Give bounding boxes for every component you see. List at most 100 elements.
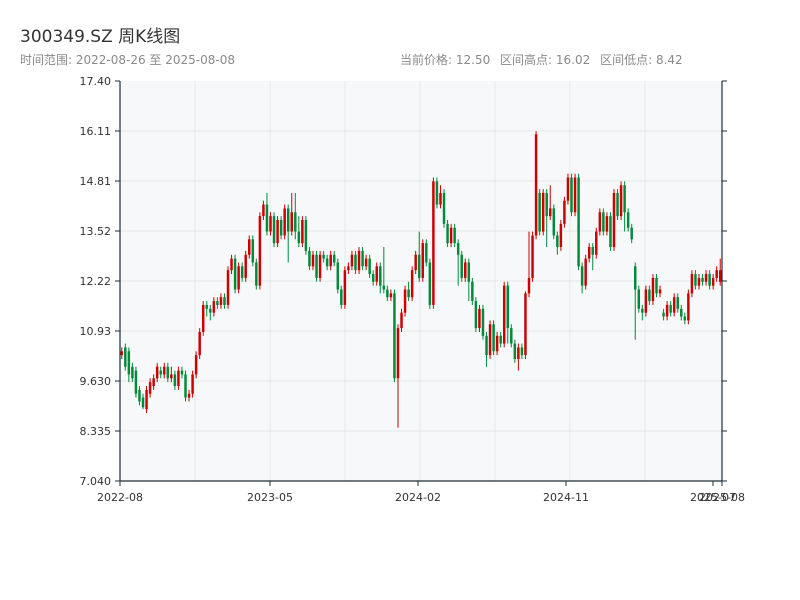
candle-body [534, 134, 538, 236]
candle [124, 343, 127, 371]
candle [198, 328, 201, 359]
candle [694, 270, 697, 290]
candle [517, 343, 520, 371]
candle-body [230, 258, 233, 271]
candle-body [626, 212, 630, 228]
candle-body [290, 212, 293, 232]
candle-body [371, 274, 375, 282]
candle [683, 312, 687, 325]
candle [357, 247, 361, 275]
candle [492, 320, 495, 356]
chart-title: 300349.SZ 周K线图 [20, 27, 181, 47]
candle [545, 189, 548, 248]
candle [598, 208, 602, 236]
candle [297, 216, 301, 248]
candle [315, 250, 318, 282]
candle-body [704, 274, 708, 282]
candle-body [219, 297, 223, 305]
candle-body [297, 231, 301, 244]
candle [655, 274, 658, 298]
candle [194, 351, 198, 379]
candle-body [559, 223, 563, 248]
candle-body [407, 289, 410, 298]
candle-body [237, 266, 240, 290]
candle [368, 254, 371, 278]
candle-body [393, 293, 396, 379]
candle-body [517, 347, 520, 359]
candle [237, 262, 240, 294]
candle [619, 181, 623, 220]
candle [587, 243, 591, 263]
candle-body [711, 277, 715, 286]
candle [616, 189, 619, 220]
candle [563, 196, 566, 228]
candle [672, 293, 676, 317]
candle-body [715, 270, 718, 278]
candle [318, 250, 322, 282]
candle-body [163, 366, 166, 375]
candle [612, 189, 616, 251]
candle-body [410, 270, 414, 298]
candle [425, 239, 428, 267]
candle [386, 285, 389, 302]
candle [301, 216, 304, 248]
x-tick-label: 2024-02 [395, 491, 441, 504]
candle [134, 366, 138, 398]
candle [506, 281, 509, 344]
candle [375, 262, 378, 286]
candle-body [173, 374, 177, 387]
candle-body [350, 254, 354, 267]
candle [364, 254, 368, 271]
candle-body [495, 335, 499, 352]
candle [435, 177, 439, 209]
candle-body [124, 347, 127, 367]
candle-body [354, 254, 357, 271]
candle [591, 243, 594, 271]
candle [138, 386, 141, 406]
candle-body [343, 270, 347, 305]
candle [609, 212, 612, 251]
candle [347, 262, 350, 275]
candle [201, 301, 205, 336]
candle [304, 216, 308, 255]
candle [379, 262, 382, 294]
candle [460, 250, 463, 282]
candle [428, 258, 432, 309]
candle-body [527, 277, 531, 294]
candle [697, 274, 701, 290]
candle-body [595, 231, 598, 255]
y-tick-label: 12.22 [80, 275, 112, 288]
candle-body [449, 227, 453, 244]
candle-body [414, 254, 417, 271]
candle [343, 266, 347, 309]
candle [329, 250, 332, 271]
candle [177, 366, 180, 390]
candle [212, 297, 216, 317]
candle-body [421, 243, 425, 278]
candle [456, 239, 460, 286]
candle [216, 297, 219, 309]
candle-body [669, 304, 672, 313]
candle-body [446, 223, 449, 244]
candle-body [155, 366, 159, 379]
candle [340, 285, 343, 309]
candle [662, 308, 665, 321]
candle-body [474, 301, 478, 329]
candle [294, 192, 297, 240]
candle [209, 304, 212, 321]
candle-body [375, 266, 378, 282]
candle [244, 250, 247, 282]
candle-body [361, 250, 364, 267]
candle-body [549, 208, 552, 217]
candle [311, 250, 315, 271]
candle [248, 235, 251, 259]
candle [488, 320, 492, 359]
candle [354, 250, 357, 275]
candle-body [545, 192, 548, 217]
candle [449, 223, 453, 248]
candle-body [368, 258, 371, 275]
candle-body [655, 277, 658, 294]
candle [120, 347, 124, 359]
candle-body [184, 374, 187, 398]
